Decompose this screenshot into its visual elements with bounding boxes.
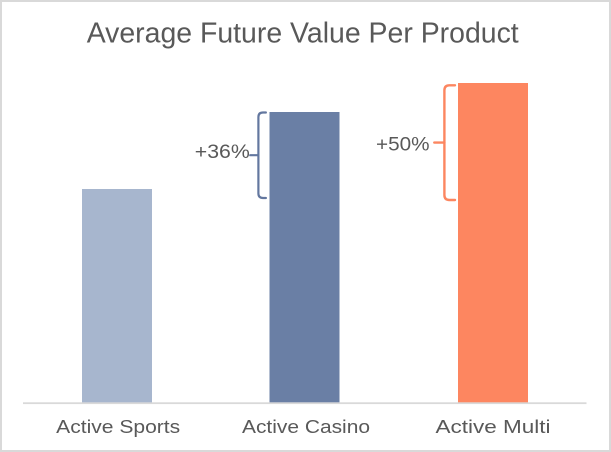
svg-text:Average Future Value Per Produ: Average Future Value Per Product: [87, 18, 519, 50]
svg-text:+36%: +36%: [195, 142, 250, 163]
svg-text:Active Multi: Active Multi: [436, 416, 551, 437]
svg-text:+50%: +50%: [376, 134, 430, 155]
svg-text:Active Casino: Active Casino: [242, 416, 370, 437]
svg-text:Active Sports: Active Sports: [56, 416, 180, 437]
